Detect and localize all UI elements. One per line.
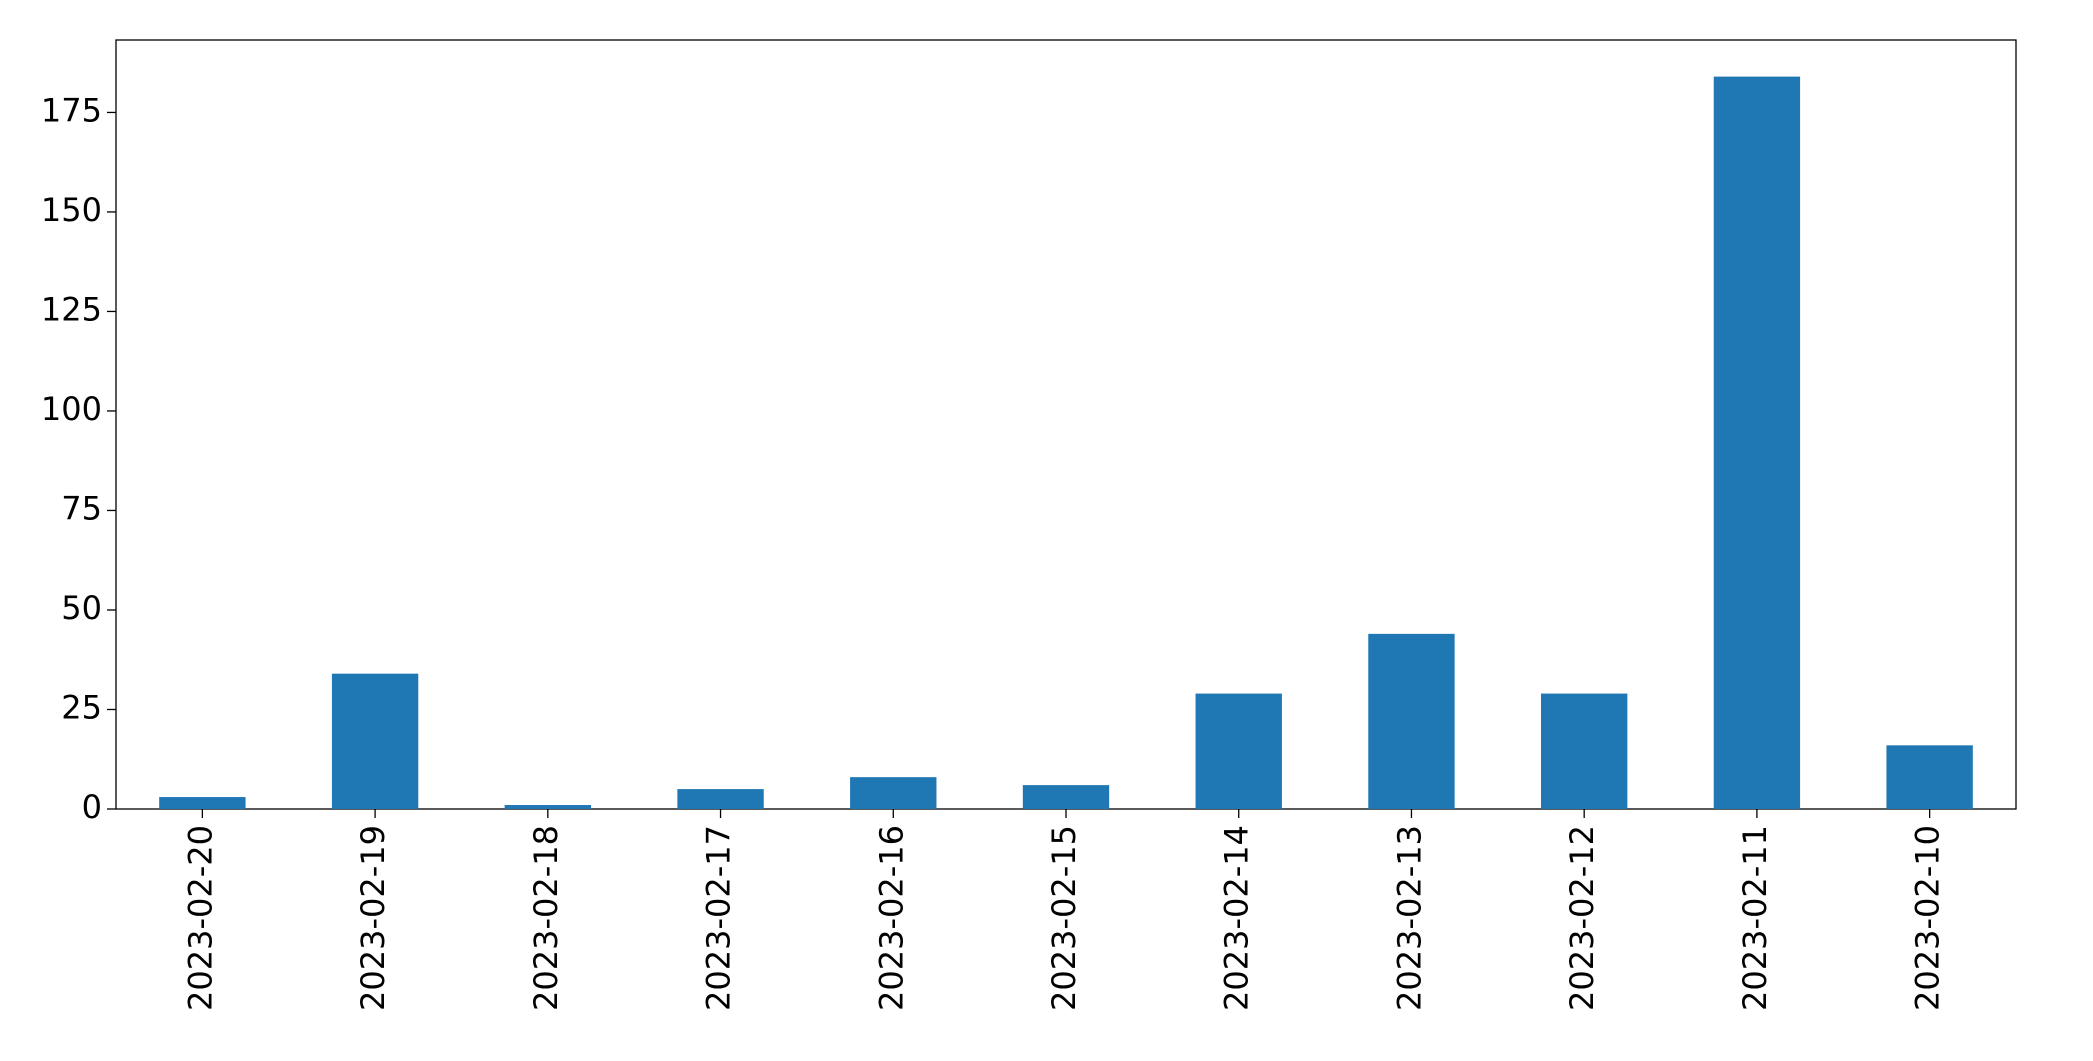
x-tick-label: 2023-02-20	[181, 825, 219, 1011]
y-tick-label: 125	[41, 290, 102, 328]
bar	[504, 805, 591, 809]
bar	[850, 777, 937, 809]
x-tick-label: 2023-02-17	[700, 825, 738, 1011]
y-tick-label: 25	[61, 688, 102, 726]
x-tick-label: 2023-02-19	[354, 825, 392, 1011]
bar	[159, 797, 246, 809]
bar	[1195, 693, 1282, 809]
bar	[1713, 76, 1801, 810]
x-tick-label: 2023-02-11	[1736, 825, 1774, 1011]
x-tick-label: 2023-02-12	[1563, 825, 1601, 1011]
bar	[331, 673, 419, 809]
y-tick-label: 100	[41, 390, 102, 428]
bar	[1368, 633, 1455, 809]
y-tick-label: 175	[41, 91, 102, 129]
x-tick-label: 2023-02-10	[1909, 825, 1947, 1011]
x-tick-label: 2023-02-15	[1045, 825, 1083, 1011]
y-tick-label: 0	[82, 788, 102, 826]
x-tick-label: 2023-02-13	[1390, 825, 1428, 1011]
bar	[677, 789, 764, 809]
y-tick-label: 50	[61, 589, 102, 627]
x-tick-label: 2023-02-14	[1218, 825, 1256, 1011]
y-tick-label: 150	[41, 191, 102, 229]
x-tick-label: 2023-02-16	[872, 825, 910, 1011]
y-tick-label: 75	[61, 489, 102, 527]
bar	[1886, 745, 1973, 809]
x-tick-label: 2023-02-18	[527, 825, 565, 1011]
bar	[1022, 785, 1110, 809]
bar	[1541, 693, 1628, 809]
